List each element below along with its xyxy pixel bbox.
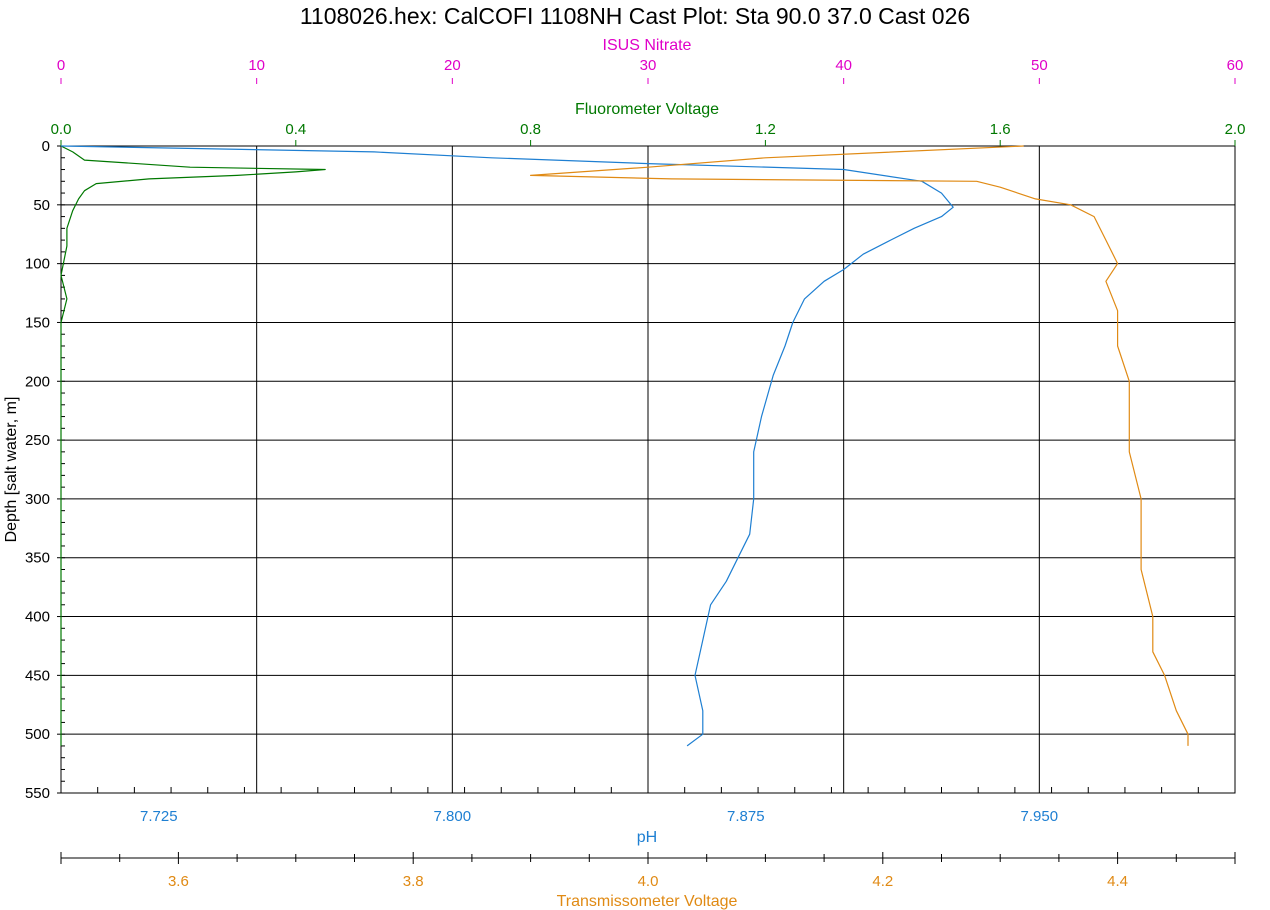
x-tick-label-fluorometer: 0.4 <box>285 121 306 138</box>
x-axis-title-fluorometer: Fluorometer Voltage <box>575 101 719 118</box>
x-tick-label-nitrate: 50 <box>1031 57 1048 74</box>
x-tick-label-ph: 7.950 <box>1021 808 1059 825</box>
x-axis-title-nitrate: ISUS Nitrate <box>603 37 692 54</box>
x-tick-label-nitrate: 40 <box>835 57 852 74</box>
y-tick-label: 100 <box>25 256 50 273</box>
x-tick-label-ph: 7.725 <box>140 808 178 825</box>
x-tick-label-nitrate: 10 <box>248 57 265 74</box>
series-line-fluorometer <box>60 145 326 746</box>
y-tick-label: 250 <box>25 432 50 449</box>
x-tick-label-transmissometer: 3.8 <box>403 873 424 890</box>
x-tick-label-nitrate: 20 <box>444 57 461 74</box>
chart-title: 1108026.hex: CalCOFI 1108NH Cast Plot: S… <box>300 3 970 29</box>
y-tick-label: 300 <box>25 491 50 508</box>
x-tick-label-fluorometer: 0.8 <box>520 121 541 138</box>
series-line-transmissometer <box>529 145 1189 746</box>
y-tick-label: 200 <box>25 373 50 390</box>
y-axis-title: Depth [salt water, m] <box>3 397 20 543</box>
x-tick-label-transmissometer: 4.2 <box>872 873 893 890</box>
x-tick-label-transmissometer: 4.0 <box>638 873 659 890</box>
x-tick-label-fluorometer: 0.0 <box>51 121 72 138</box>
x-axis-title-transmissometer: Transmissometer Voltage <box>557 893 738 910</box>
x-tick-label-fluorometer: 1.2 <box>755 121 776 138</box>
y-tick-label: 50 <box>33 197 50 214</box>
x-tick-label-ph: 7.875 <box>727 808 765 825</box>
y-tick-label: 450 <box>25 667 50 684</box>
y-tick-label: 400 <box>25 609 50 626</box>
x-tick-label-nitrate: 60 <box>1227 57 1244 74</box>
x-tick-label-ph: 7.800 <box>434 808 472 825</box>
y-tick-label: 500 <box>25 726 50 743</box>
x-tick-label-transmissometer: 4.4 <box>1107 873 1128 890</box>
y-tick-label: 350 <box>25 550 50 567</box>
x-tick-label-nitrate: 0 <box>57 57 65 74</box>
y-tick-label: 150 <box>25 314 50 331</box>
y-tick-label: 0 <box>42 138 50 155</box>
series-line-ph <box>60 145 954 747</box>
y-tick-label: 550 <box>25 785 50 802</box>
x-tick-label-nitrate: 30 <box>640 57 657 74</box>
x-tick-label-fluorometer: 2.0 <box>1225 121 1246 138</box>
x-tick-label-transmissometer: 3.6 <box>168 873 189 890</box>
x-tick-label-fluorometer: 1.6 <box>990 121 1011 138</box>
x-axis-title-ph: pH <box>637 829 657 846</box>
